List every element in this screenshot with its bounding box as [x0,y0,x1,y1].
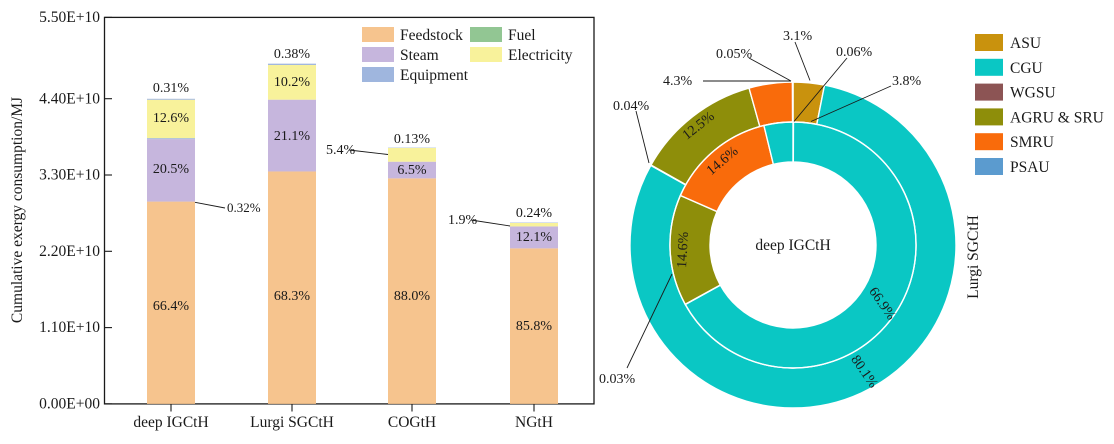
svg-text:SMRU: SMRU [1010,134,1054,151]
svg-text:4.40E+10: 4.40E+10 [39,90,100,107]
svg-text:5.50E+10: 5.50E+10 [39,9,100,26]
svg-text:0.31%: 0.31% [153,81,190,96]
svg-text:0.06%: 0.06% [836,45,873,60]
svg-text:2.20E+10: 2.20E+10 [39,243,100,260]
svg-text:Electricity: Electricity [508,47,573,64]
svg-text:deep IGCtH: deep IGCtH [133,414,208,431]
svg-text:5.4%: 5.4% [326,143,356,158]
svg-text:COGtH: COGtH [388,414,436,431]
svg-text:21.1%: 21.1% [274,129,311,144]
svg-text:Lurgi SGCtH: Lurgi SGCtH [965,215,982,299]
svg-text:0.00E+00: 0.00E+00 [39,396,100,413]
svg-text:6.5%: 6.5% [397,163,427,178]
svg-text:0.38%: 0.38% [274,47,311,62]
svg-text:66.4%: 66.4% [153,299,190,314]
svg-text:3.30E+10: 3.30E+10 [39,167,100,184]
svg-text:3.1%: 3.1% [783,29,813,44]
svg-text:0.13%: 0.13% [394,132,431,147]
svg-text:deep IGCtH: deep IGCtH [755,237,830,254]
svg-text:NGtH: NGtH [515,414,553,431]
svg-text:12.1%: 12.1% [516,230,553,245]
svg-text:4.3%: 4.3% [663,74,693,89]
svg-text:Cumulative exergy consumption/: Cumulative exergy consumption/MJ [9,97,26,323]
svg-text:10.2%: 10.2% [274,75,311,90]
svg-text:20.5%: 20.5% [153,162,190,177]
svg-text:1.9%: 1.9% [448,213,478,228]
svg-text:0.24%: 0.24% [516,206,553,221]
svg-text:Fuel: Fuel [508,27,536,44]
svg-text:0.03%: 0.03% [599,372,636,387]
svg-text:0.32%: 0.32% [227,200,261,215]
svg-text:0.05%: 0.05% [716,47,753,62]
svg-text:3.8%: 3.8% [892,74,922,89]
svg-text:Feedstock: Feedstock [400,27,463,44]
svg-text:CGU: CGU [1010,60,1043,77]
svg-text:PSAU: PSAU [1010,159,1050,176]
svg-text:AGRU & SRU: AGRU & SRU [1010,109,1104,126]
svg-text:85.8%: 85.8% [516,319,553,334]
svg-text:12.6%: 12.6% [153,111,190,126]
svg-text:WGSU: WGSU [1010,85,1056,102]
svg-text:88.0%: 88.0% [394,289,431,304]
svg-text:ASU: ASU [1010,35,1041,52]
svg-text:Lurgi SGCtH: Lurgi SGCtH [250,414,334,431]
svg-text:68.3%: 68.3% [274,289,311,304]
svg-text:Steam: Steam [400,47,439,64]
svg-text:0.04%: 0.04% [613,99,650,114]
svg-text:Equipment: Equipment [400,67,469,84]
svg-text:14.6%: 14.6% [675,231,692,268]
svg-text:1.10E+10: 1.10E+10 [39,319,100,336]
